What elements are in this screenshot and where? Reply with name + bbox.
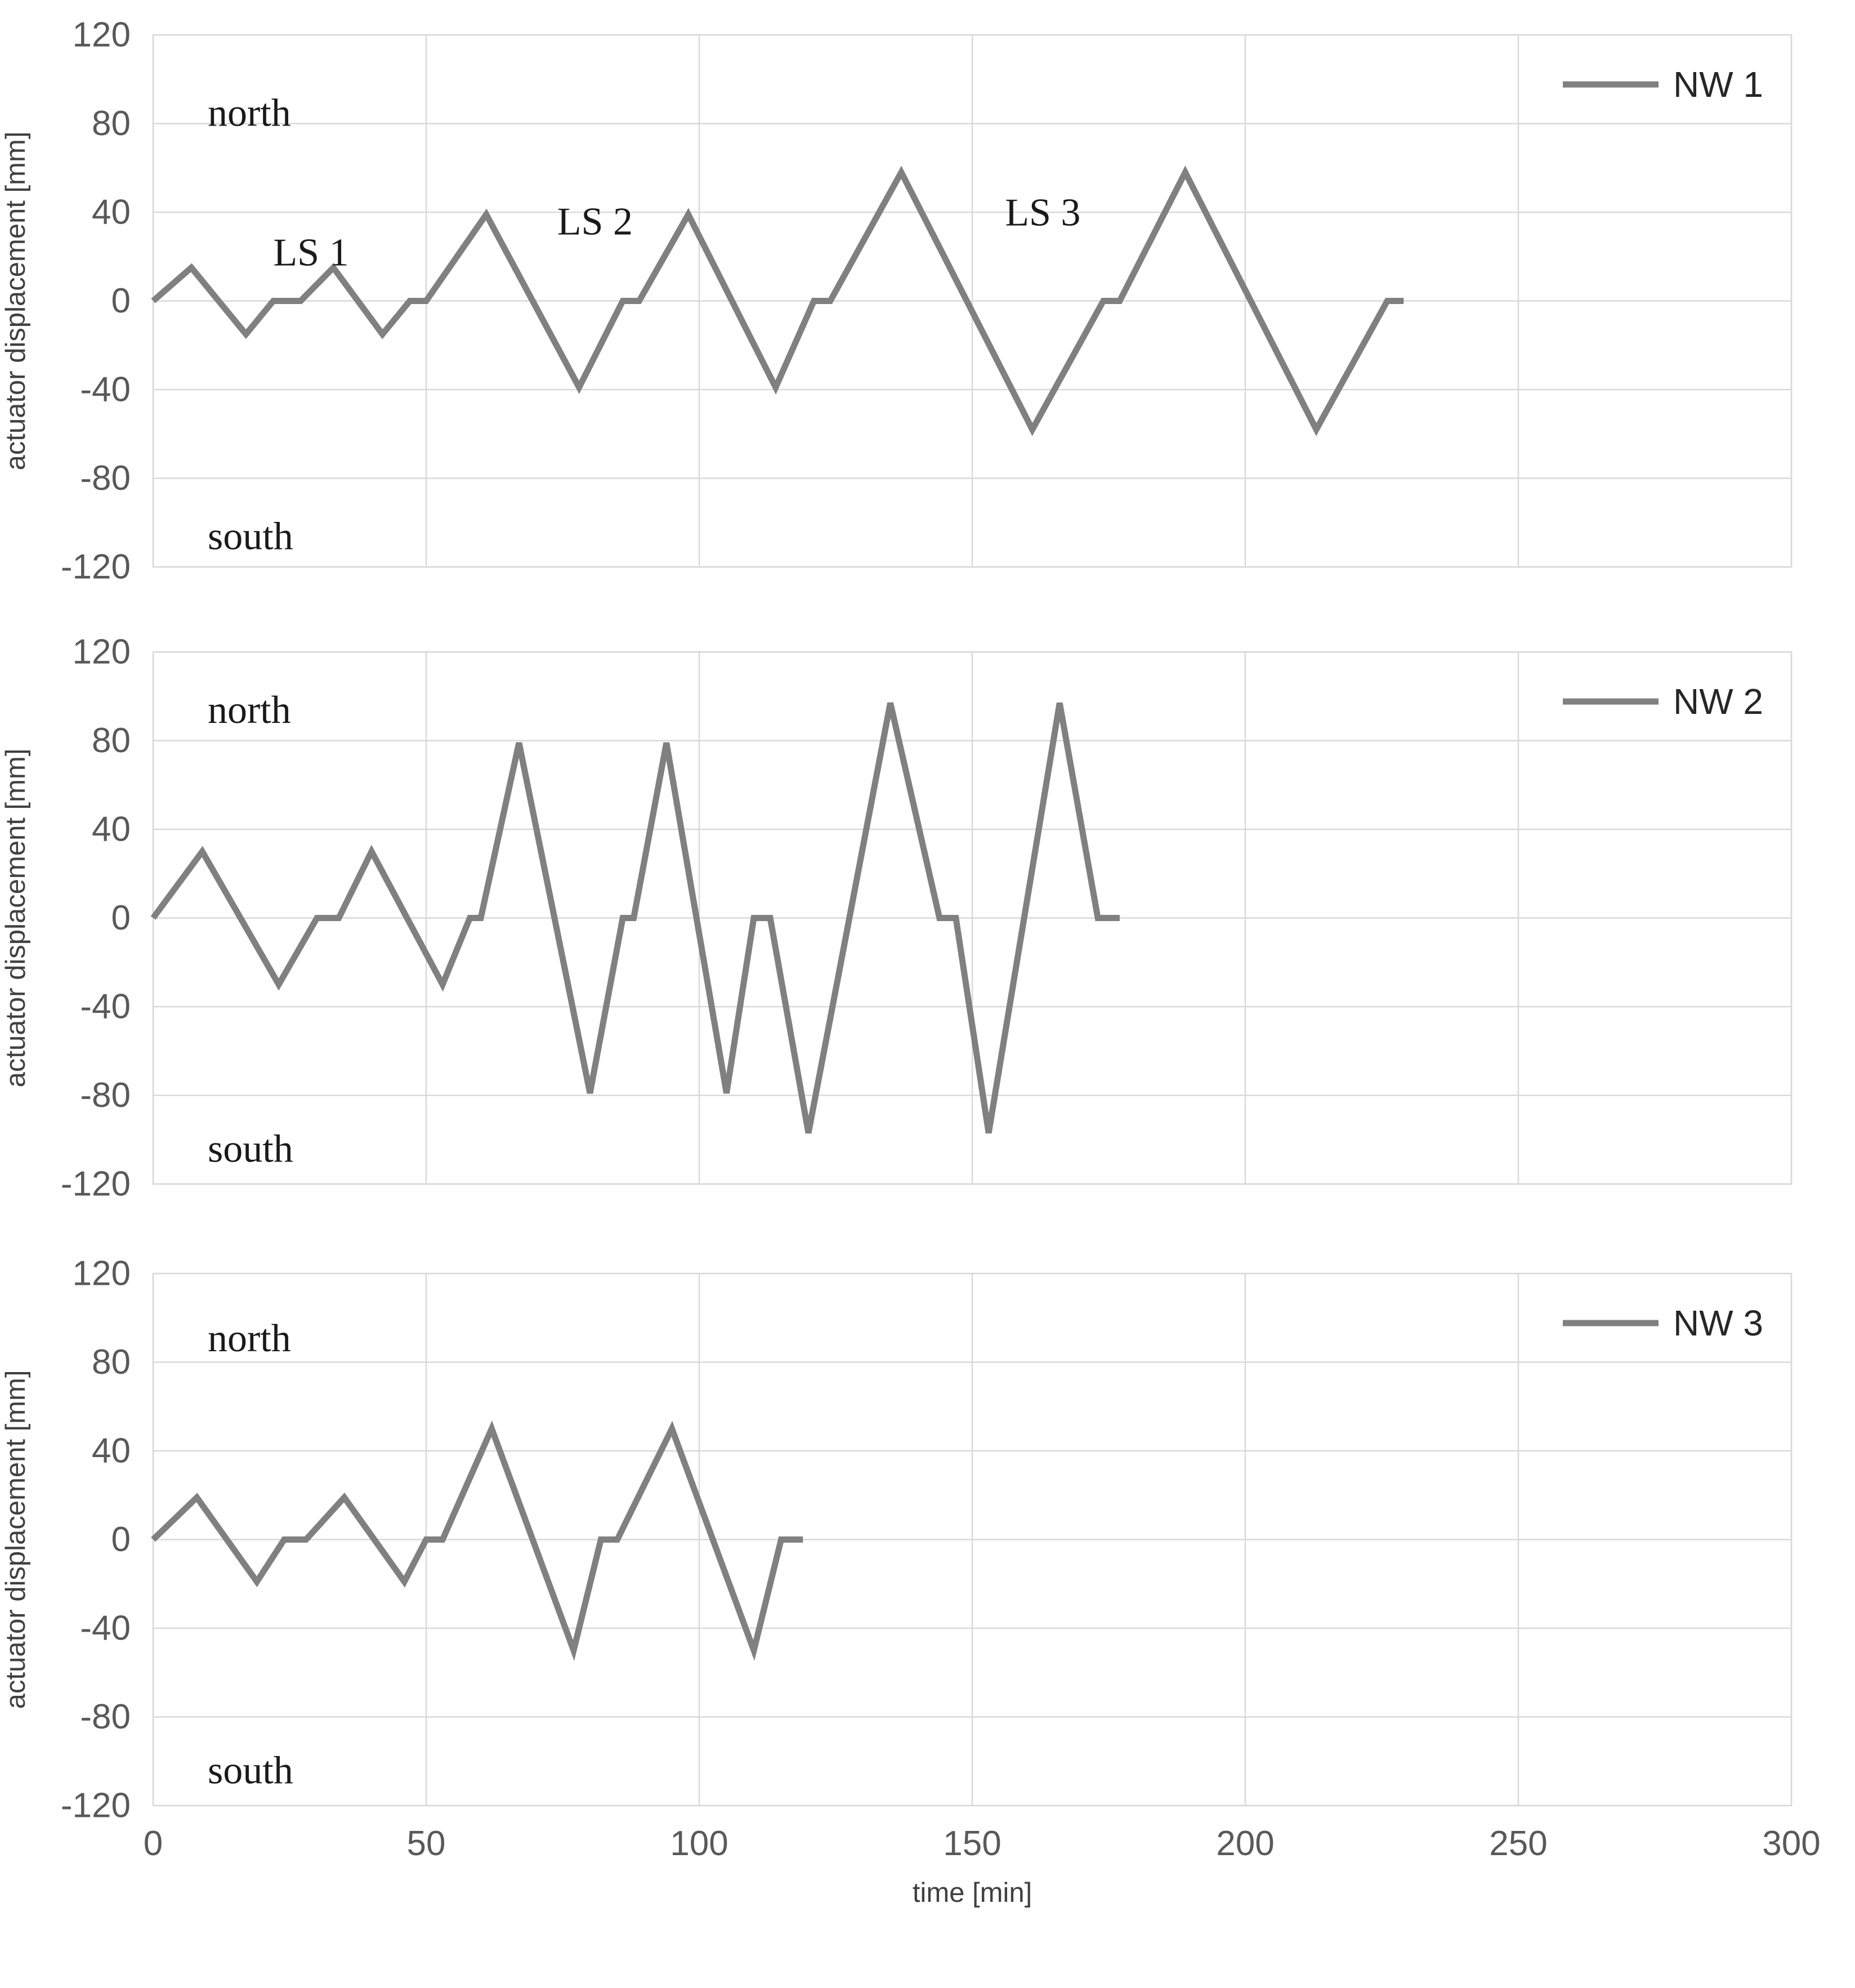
y-tick-label: 80 [92,721,131,760]
annotation-ls-1: LS 1 [273,231,348,275]
y-tick-label: -40 [80,370,131,409]
annotation-north: north [208,1317,291,1360]
x-tick-label: 150 [943,1824,1001,1863]
y-tick-label: -40 [80,988,131,1026]
chart-nw-3: 120 80 40 0 -40 -80 -120 actuator displacement … [1,1254,1821,1909]
y-tick-label: -40 [80,1609,131,1648]
y-tick-label: 40 [92,1432,131,1471]
y-tick-label: 120 [73,633,131,672]
y-tick-label: 120 [73,16,131,55]
legend-nw-3: NW 3 [1563,1303,1763,1343]
y-tick-label: 120 [73,1254,131,1293]
y-tick-label: -80 [80,1697,131,1736]
x-tick-label: 50 [407,1824,446,1863]
x-tick-label: 100 [670,1824,728,1863]
y-tick-label: -120 [61,548,131,587]
x-tick-label: 0 [144,1824,163,1863]
annotation-north: north [208,91,291,135]
annotation-ls-3: LS 3 [1005,191,1080,235]
legend-nw-1: NW 1 [1563,64,1763,105]
legend-nw-2: NW 2 [1563,681,1763,722]
x-axis-title: time [min] [913,1878,1032,1908]
y-tick-label: 40 [92,810,131,849]
y-tick-label: 40 [92,193,131,232]
y-tick-label: 80 [92,1343,131,1382]
y-tick-label: 0 [111,1520,131,1559]
legend-label: NW 2 [1673,681,1763,722]
annotation-south: south [208,1128,293,1171]
gridlines [152,34,1793,568]
annotation-north: north [208,689,291,732]
y-tick-label: -120 [61,1165,131,1204]
y-tick-label: -80 [80,459,131,498]
chart-nw-2: 120 80 40 0 -40 -80 -120 actuator displacement … [1,633,1793,1204]
y-axis-title: actuator displacement [mm] [1,749,31,1088]
annotation-ls-2: LS 2 [557,200,633,243]
annotation-south: south [208,515,293,559]
annotation-south: south [208,1749,293,1793]
y-tick-label: -120 [61,1786,131,1825]
y-tick-label: -80 [80,1076,131,1115]
y-tick-label: 0 [111,899,131,937]
chart-nw-1: 120 80 40 0 -40 -80 -120 actuator displacement … [1,16,1793,587]
y-axis-title: actuator displacement [mm] [1,132,31,471]
legend-label: NW 1 [1673,64,1763,105]
series-line-nw-1 [151,165,1404,436]
x-tick-label: 200 [1216,1824,1274,1863]
gridlines [152,1272,1793,1807]
legend-label: NW 3 [1673,1303,1763,1343]
series-line-nw-2 [150,702,1120,1134]
gridlines [152,651,1793,1185]
x-tick-label: 250 [1489,1824,1547,1863]
x-tick-label: 300 [1762,1824,1820,1863]
y-tick-label: 80 [92,104,131,143]
series-line-nw-3 [151,1420,803,1661]
y-tick-label: 0 [111,282,131,320]
y-axis-title: actuator displacement [mm] [1,1370,31,1709]
